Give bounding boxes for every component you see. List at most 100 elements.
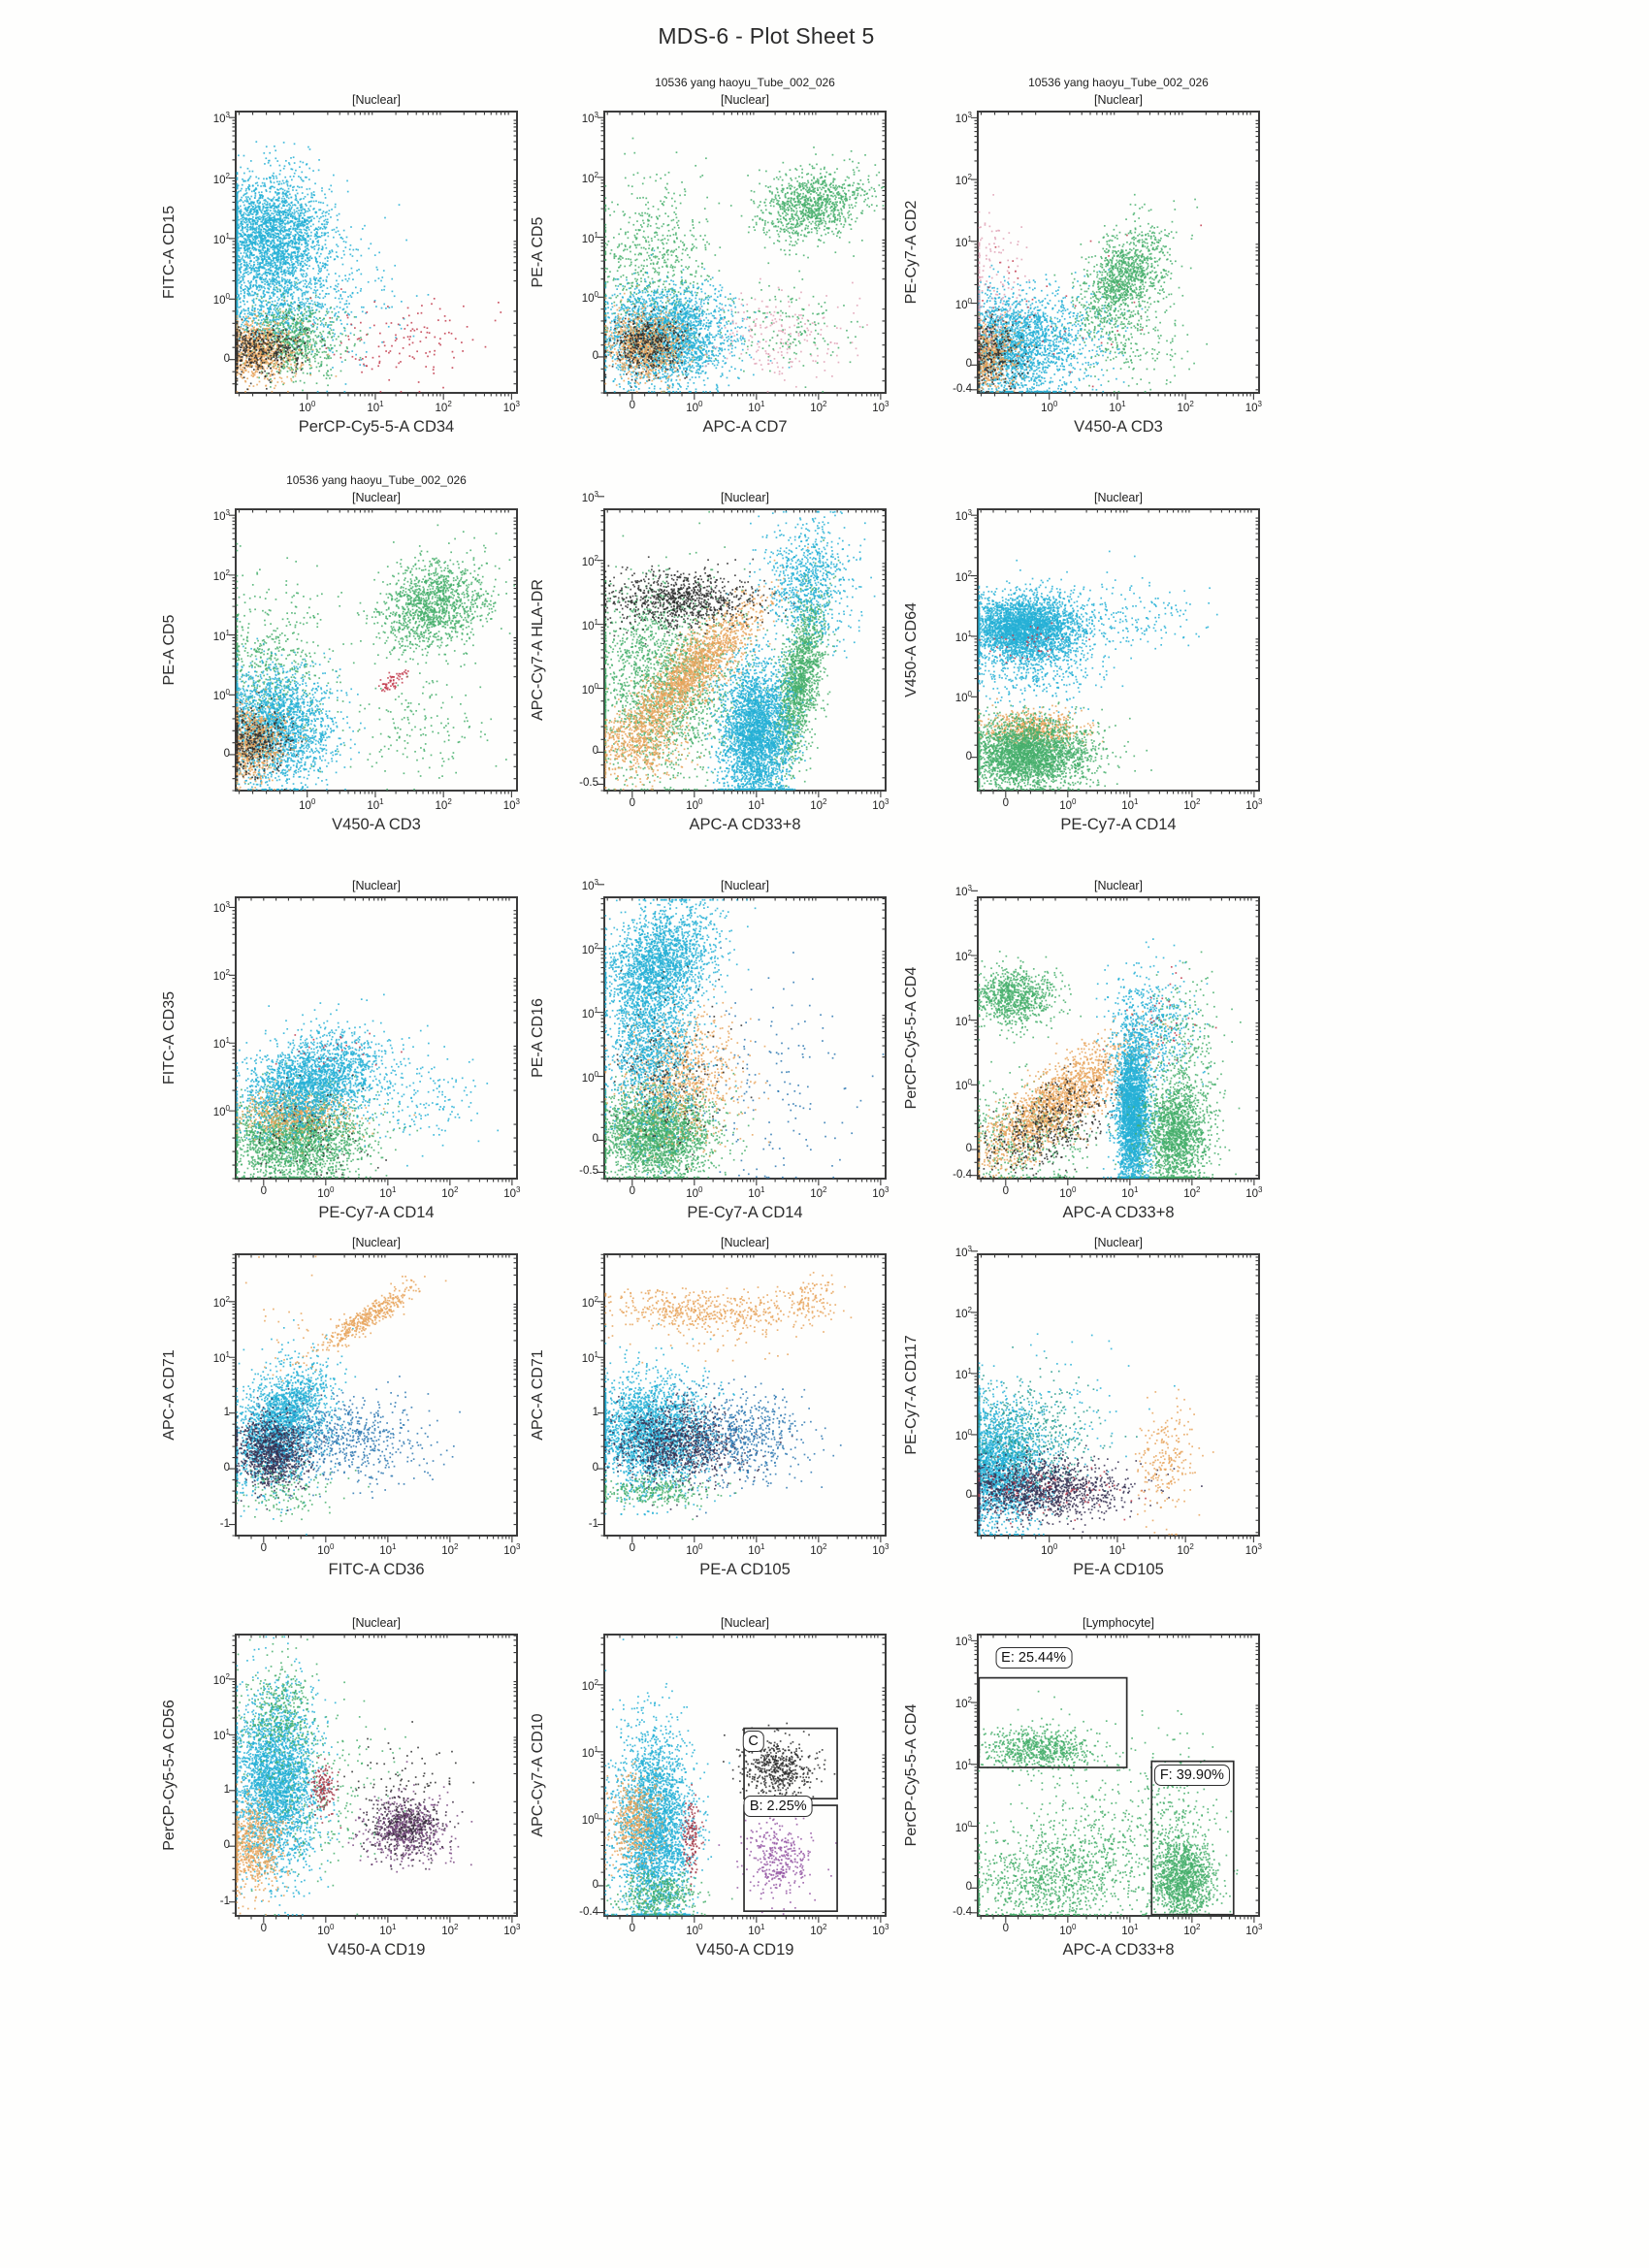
- x-tick-label: 101: [1109, 1542, 1126, 1557]
- x-tick-label: 0: [260, 1542, 267, 1554]
- x-tick-label: 103: [502, 400, 520, 414]
- flow-plot: [Nuclear] V450-A CD64 PE-Cy7-A CD14 0100…: [881, 461, 1298, 847]
- y-tick-label: 101: [581, 230, 598, 245]
- y-tick-label: 101: [581, 617, 598, 632]
- y-tick-label: 103: [212, 111, 230, 126]
- y-tick-label: 0: [965, 358, 972, 371]
- y-tick-label: 0: [965, 1143, 972, 1154]
- y-tick-label: 100: [212, 292, 230, 308]
- y-tick-label: 102: [581, 170, 598, 185]
- x-tick-label: 102: [810, 797, 827, 812]
- x-axis-label: V450-A CD3: [1074, 418, 1163, 436]
- x-tick-label: 100: [1059, 1185, 1077, 1200]
- y-tick-label: 101: [212, 628, 230, 643]
- scatter-canvas: [585, 92, 905, 412]
- x-tick-label: 101: [748, 1185, 765, 1200]
- x-tick-label: 102: [435, 400, 452, 414]
- y-tick-label: 101: [212, 231, 230, 246]
- x-axis-label: V450-A CD19: [695, 1941, 794, 1959]
- scatter-canvas: [585, 490, 905, 810]
- x-axis-label: PE-Cy7-A CD14: [687, 1204, 803, 1221]
- y-tick-label: 100: [581, 681, 598, 697]
- x-tick-label: 103: [872, 797, 889, 812]
- flow-plot: [Nuclear] PerCP-Cy5-5-A CD4 APC-A CD33+8…: [881, 849, 1298, 1235]
- x-tick-label: 101: [1121, 797, 1139, 812]
- x-tick-label: 101: [748, 1542, 765, 1557]
- scatter-canvas: [585, 1235, 905, 1555]
- flow-plot: [Nuclear] APC-A CD71 FITC-A CD36 0100101…: [139, 1206, 556, 1592]
- x-tick-label: 102: [810, 1542, 827, 1557]
- scatter-canvas: [958, 92, 1278, 412]
- y-tick-label: -1: [588, 1517, 598, 1530]
- y-axis-label: PE-Cy7-A CD2: [903, 200, 920, 305]
- scatter-canvas: [958, 878, 1278, 1198]
- x-tick-label: 102: [1183, 797, 1201, 812]
- flow-plot: 10536 yang haoyu_Tube_002_026 [Nuclear] …: [139, 461, 556, 847]
- plot-subtitle: 10536 yang haoyu_Tube_002_026: [286, 473, 467, 487]
- plot-subtitle: 10536 yang haoyu_Tube_002_026: [1028, 76, 1209, 89]
- y-axis-label: APC-Cy7-A HLA-DR: [530, 579, 546, 721]
- x-tick-label: 103: [872, 1185, 889, 1200]
- x-tick-label: 102: [1183, 1185, 1201, 1200]
- flow-plot: [Nuclear] APC-A CD71 PE-A CD105 01001011…: [507, 1206, 924, 1592]
- y-axis-label: APC-A CD71: [161, 1349, 178, 1441]
- flow-plot: [Nuclear] FITC-A CD35 PE-Cy7-A CD14 0100…: [139, 849, 556, 1235]
- x-tick-label: 0: [629, 1923, 635, 1934]
- y-tick-label: -0.5: [579, 777, 598, 790]
- x-axis-label: APC-A CD33+8: [1062, 1204, 1175, 1221]
- flow-plot: [Nuclear] APC-Cy7-A HLA-DR APC-A CD33+8 …: [507, 461, 924, 847]
- y-tick-label: 103: [581, 489, 598, 504]
- x-tick-label: 100: [317, 1542, 335, 1557]
- x-tick-label: 102: [810, 400, 827, 414]
- y-axis-label: PerCP-Cy5-5-A CD4: [903, 1703, 920, 1847]
- x-tick-label: 102: [1183, 1923, 1201, 1937]
- x-tick-label: 102: [441, 1923, 459, 1937]
- y-tick-label: 0: [592, 1878, 598, 1891]
- y-tick-label: -0.4: [953, 1905, 972, 1918]
- x-tick-label: 102: [810, 1923, 827, 1937]
- x-axis-label: PE-A CD105: [699, 1561, 791, 1578]
- y-tick-label: 102: [581, 941, 598, 956]
- x-tick-label: 103: [503, 1542, 521, 1557]
- y-tick-label: 101: [954, 629, 972, 644]
- gate-label: C: [742, 1731, 764, 1753]
- scatter-canvas: [216, 1235, 536, 1555]
- gate-label: B: 2.25%: [743, 1796, 813, 1818]
- x-tick-label: 100: [1059, 797, 1077, 812]
- y-tick-label: 102: [954, 949, 972, 963]
- x-axis-label: APC-A CD33+8: [689, 816, 801, 833]
- y-tick-label: 101: [581, 1744, 598, 1760]
- flow-plot: [Nuclear] PerCP-Cy5-5-A CD56 V450-A CD19…: [139, 1586, 556, 1972]
- x-tick-label: 100: [686, 400, 703, 414]
- y-tick-label: 103: [954, 1634, 972, 1649]
- y-axis-label: PE-Cy7-A CD117: [903, 1335, 920, 1455]
- scatter-canvas: [958, 1235, 1278, 1555]
- x-tick-label: 103: [503, 1923, 521, 1937]
- x-tick-label: 0: [260, 1185, 267, 1197]
- x-tick-label: 100: [1041, 400, 1058, 414]
- y-tick-label: 103: [212, 900, 230, 916]
- scatter-canvas: [216, 878, 536, 1198]
- flow-plot: [Lymphocyte] PerCP-Cy5-5-A CD4 APC-A CD3…: [881, 1586, 1298, 1972]
- x-axis-label: FITC-A CD36: [328, 1561, 425, 1578]
- x-tick-label: 0: [260, 1923, 267, 1934]
- y-tick-label: 100: [954, 1078, 972, 1093]
- x-tick-label: 102: [435, 797, 452, 812]
- y-tick-label: 0: [592, 1462, 598, 1474]
- scatter-canvas: [216, 490, 536, 810]
- x-tick-label: 0: [1002, 1185, 1009, 1197]
- y-tick-label: 103: [954, 884, 972, 899]
- x-tick-label: 0: [629, 400, 635, 411]
- y-tick-label: 0: [223, 1462, 230, 1474]
- x-tick-label: 103: [1245, 797, 1263, 812]
- x-tick-label: 101: [1121, 1923, 1139, 1937]
- y-tick-label: 102: [581, 1294, 598, 1310]
- y-tick-label: 0: [965, 750, 972, 762]
- flow-plot: [Nuclear] FITC-A CD15 PerCP-Cy5-5-A CD34…: [139, 63, 556, 449]
- x-tick-label: 100: [686, 1542, 703, 1557]
- x-tick-label: 100: [686, 797, 703, 812]
- y-tick-label: 102: [212, 171, 230, 186]
- gate-label: F: 39.90%: [1153, 1765, 1230, 1787]
- x-tick-label: 103: [1245, 1542, 1262, 1557]
